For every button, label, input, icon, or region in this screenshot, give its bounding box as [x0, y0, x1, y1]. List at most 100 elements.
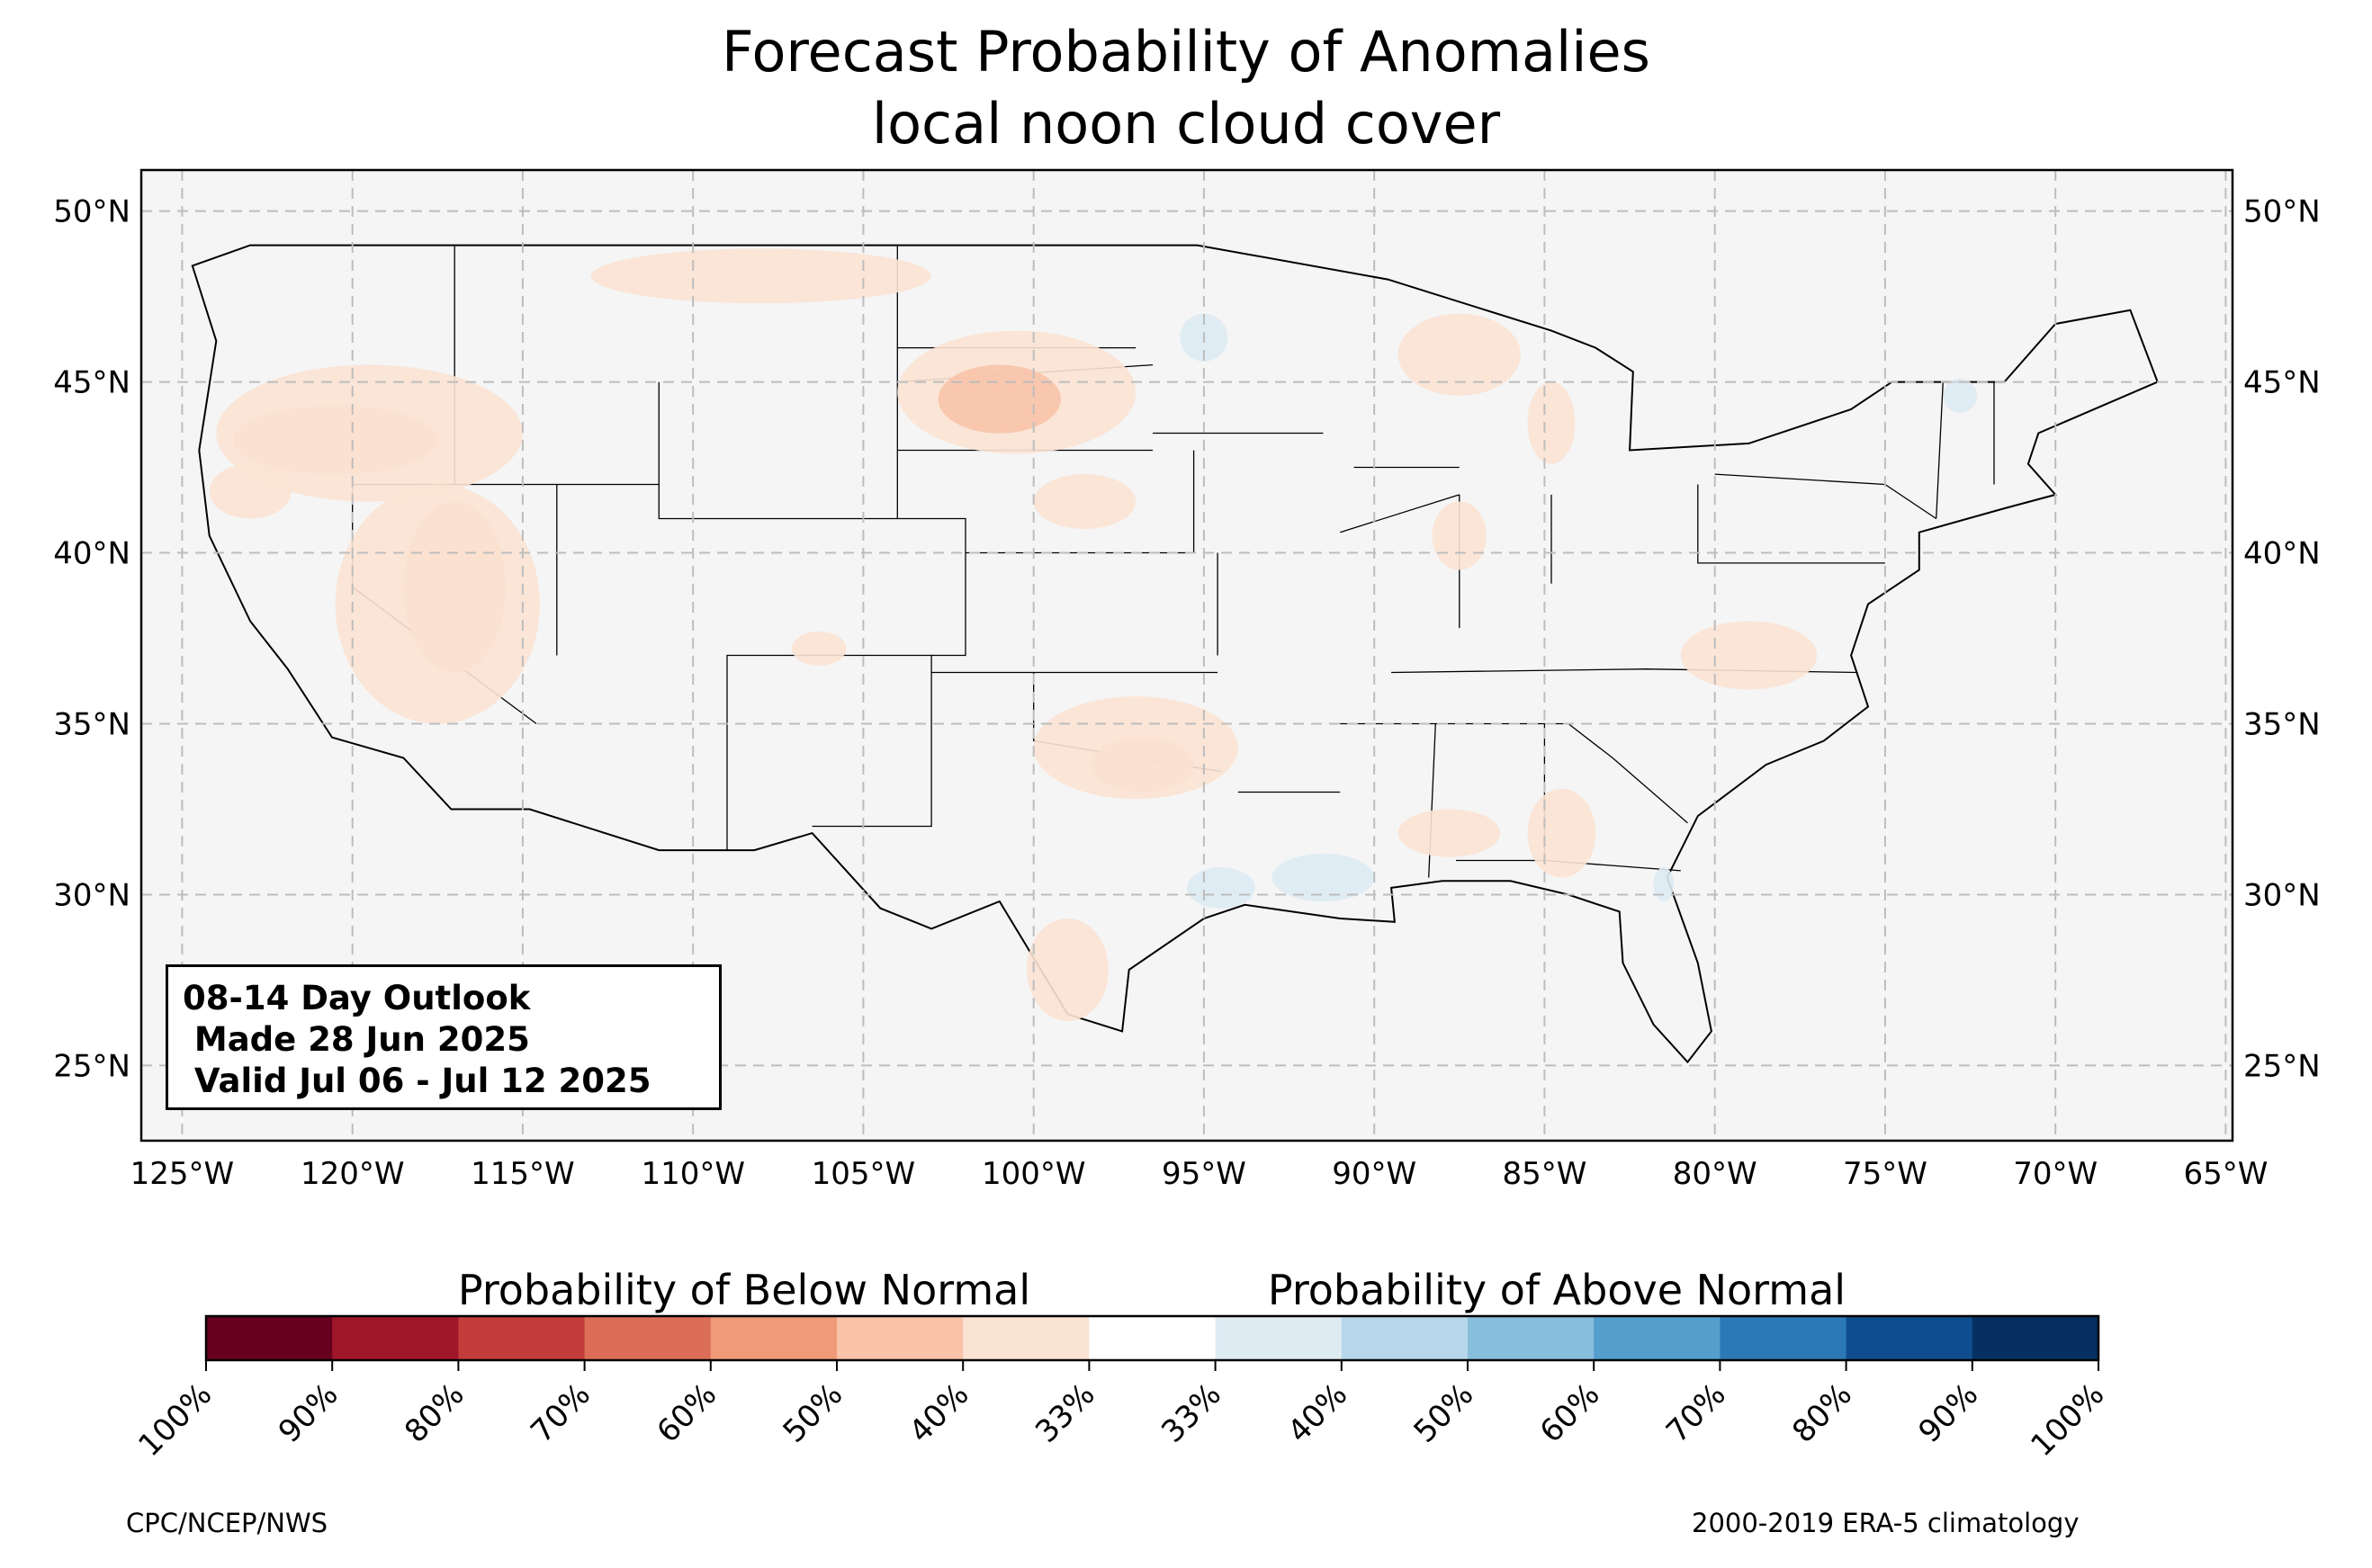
longitude-tick-label: 80°W [1673, 1156, 1757, 1192]
state-boundary [1936, 381, 1944, 519]
colorbar-segment [1341, 1316, 1469, 1360]
colorbar-tick-label: 33% [1155, 1376, 1228, 1450]
colorbar: 100% 90% 80% 70% 60% 50% 40% 33% 33% 40% 50% 60% 70%… [131, 1314, 2111, 1464]
outlook-valid-range: Valid Jul 06 - Jul 12 2025 [183, 1062, 651, 1100]
latitude-tick-label-right: 25°N [2243, 1048, 2321, 1084]
longitude-labels: 125°W 120°W 115°W 110°W 105°W 100°W 95°W 90°W 85… [130, 1156, 2269, 1192]
latitude-tick-label-right: 30°N [2243, 878, 2321, 914]
anomaly-below-region [1432, 501, 1487, 570]
colorbar-tick-label: 80% [398, 1376, 472, 1450]
longitude-tick-label: 90°W [1332, 1156, 1416, 1192]
longitude-tick-label: 75°W [1843, 1156, 1927, 1192]
colorbar-segment [1089, 1316, 1217, 1360]
colorbar-tick-label: 100% [2024, 1376, 2111, 1464]
map-frame [139, 168, 2234, 1142]
anomaly-below-region [938, 364, 1061, 434]
anomaly-below-region [590, 248, 932, 304]
longitude-tick-label: 125°W [130, 1156, 235, 1192]
latitude-tick-label-left: 25°N [53, 1048, 130, 1084]
colorbar-tick-label: 40% [1280, 1376, 1354, 1450]
above-normal-label: Probability of Above Normal [1268, 1266, 1846, 1314]
colorbar-segment [1468, 1316, 1595, 1360]
anomaly-below-region [1397, 809, 1501, 857]
outlook-info-box: 08-14 Day Outlook Made 28 Jun 2025 Valid… [166, 964, 722, 1110]
colorbar-tick-label: 60% [650, 1376, 723, 1450]
colorbar-segment [458, 1316, 586, 1360]
longitude-tick-label: 70°W [2013, 1156, 2098, 1192]
latitude-tick-label-right: 50°N [2243, 194, 2321, 230]
colorbar-tick-label: 90% [1911, 1376, 1985, 1450]
latitude-tick-label-left: 40°N [53, 536, 130, 572]
map-subtitle: local noon cloud cover [871, 91, 1501, 157]
map-title: Forecast Probability of Anomalies [722, 19, 1650, 85]
colorbar-tick-label: 100% [131, 1376, 219, 1464]
colorbar-segment [1720, 1316, 1847, 1360]
below-normal-label: Probability of Below Normal [458, 1266, 1030, 1314]
anomaly-below-region [335, 484, 540, 724]
colorbar-tick-label: 50% [1407, 1376, 1481, 1450]
colorbar-segment [1846, 1316, 1973, 1360]
latitude-tick-label-left: 50°N [53, 194, 130, 230]
anomaly-below-region [216, 364, 523, 502]
anomaly-above-region [1271, 853, 1375, 902]
colorbar-segment [1972, 1316, 2099, 1360]
colorbar-segment [710, 1316, 838, 1360]
anomaly-above-region [1653, 867, 1675, 902]
anomaly-below-region [1033, 696, 1238, 800]
colorbar-segment [1215, 1316, 1343, 1360]
colorbar-frame [204, 1314, 2100, 1362]
longitude-tick-label: 65°W [2183, 1156, 2268, 1192]
longitude-tick-label: 105°W [812, 1156, 916, 1192]
longitude-tick-label: 95°W [1162, 1156, 1246, 1192]
latitude-tick-label-right: 35°N [2243, 707, 2321, 743]
colorbar-tick-label: 33% [1029, 1376, 1102, 1450]
colorbar-tick-label: 70% [524, 1376, 597, 1450]
colorbar-segment [837, 1316, 964, 1360]
graticule [141, 170, 2233, 1141]
state-boundary [812, 655, 932, 828]
latitude-tick-label-right: 40°N [2243, 536, 2321, 572]
colorbar-tick-label: 90% [272, 1376, 346, 1450]
colorbar-tick-label: 50% [777, 1376, 850, 1450]
state-boundary [1697, 484, 1885, 564]
anomaly-below-region [1033, 474, 1137, 529]
longitude-tick-label: 120°W [301, 1156, 405, 1192]
latitude-tick-label-left: 30°N [53, 878, 130, 914]
anomaly-below-region [1527, 381, 1576, 464]
state-boundary [1568, 722, 1688, 824]
anomaly-layer [209, 248, 1978, 1021]
longitude-tick-label: 85°W [1502, 1156, 1586, 1192]
anomaly-below-region [791, 631, 847, 666]
colorbar-segment [332, 1316, 459, 1360]
colorbar-tick-label: 40% [903, 1376, 976, 1450]
anomaly-above-region [1187, 867, 1255, 909]
anomaly-below-region [209, 463, 292, 519]
state-boundary [658, 381, 966, 851]
longitude-tick-label: 115°W [471, 1156, 575, 1192]
colorbar-segment [963, 1316, 1090, 1360]
map-border [139, 168, 2234, 1142]
latitude-tick-label-right: 45°N [2243, 365, 2321, 401]
colorbar-tick-label: 60% [1533, 1376, 1607, 1450]
outlook-made-date: Made 28 Jun 2025 [183, 1020, 530, 1059]
anomaly-above-region [1943, 378, 1978, 413]
colorbar-segment [1594, 1316, 1721, 1360]
colorbar-tick-label: 70% [1659, 1376, 1733, 1450]
longitude-tick-label: 110°W [641, 1156, 745, 1192]
anomaly-below-region [1527, 788, 1596, 878]
credit-source: CPC/NCEP/NWS [126, 1508, 328, 1538]
credit-climatology: 2000-2019 ERA-5 climatology [1692, 1508, 2080, 1538]
state-boundary [1340, 494, 1460, 533]
anomaly-below-region [1397, 313, 1521, 396]
anomaly-below-region [1027, 918, 1109, 1021]
longitude-tick-label: 100°W [982, 1156, 1086, 1192]
latitude-tick-label-left: 45°N [53, 365, 130, 401]
colorbar-tick-label: 80% [1785, 1376, 1859, 1450]
colorbar-segment [206, 1316, 333, 1360]
colorbar-segment [584, 1316, 712, 1360]
outlook-period: 08-14 Day Outlook [183, 979, 531, 1017]
anomaly-below-region [1680, 621, 1818, 690]
latitude-tick-label-left: 35°N [53, 707, 130, 743]
latitude-labels: 50°N 50°N 45°N 45°N 40°N 40°N 35°N 35°N 30°N 30°N… [53, 194, 2320, 1085]
